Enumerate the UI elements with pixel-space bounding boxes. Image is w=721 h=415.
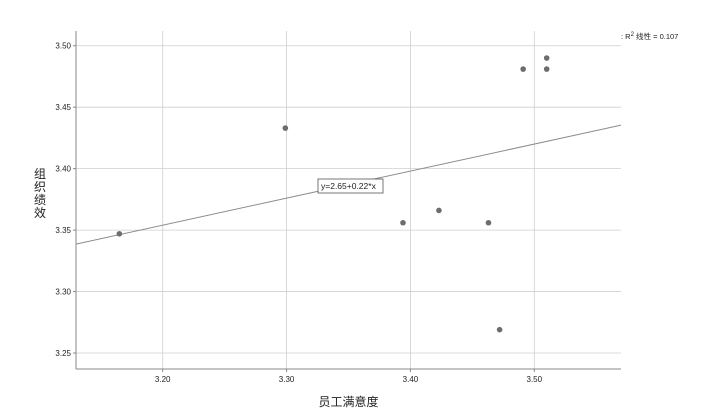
x-tick-label: 3.20 [155, 375, 171, 384]
data-point [400, 219, 406, 226]
x-tick-label: 3.30 [279, 375, 295, 384]
data-point [543, 66, 550, 72]
fit-line-equation: y=2.65+0.22*x [321, 181, 377, 191]
x-axis-title: 员工满意度 [318, 394, 378, 409]
y-tick-label: 3.45 [55, 103, 71, 112]
y-tick-label: 3.30 [55, 288, 71, 297]
y-tick-label: 3.35 [55, 226, 71, 235]
data-point [116, 231, 123, 237]
y-axis-title: 组织绩效 [34, 167, 46, 220]
axis-layer: 3.20 3.30 3.40 3.50 3.25 3.30 3.35 3.40 3.45 3.50 [55, 31, 621, 384]
data-point [543, 55, 550, 61]
fit-line-label: y=2.65+0.22*x [317, 178, 384, 194]
legend-label: : R2 线性 = 0.107 [621, 31, 678, 41]
grid-layer [76, 31, 621, 369]
data-point [496, 326, 503, 333]
data-point [436, 207, 442, 214]
fit-line-label-box [317, 178, 384, 194]
data-point [485, 219, 492, 226]
x-tick-label: 3.50 [527, 375, 543, 384]
y-tick-label: 3.40 [55, 165, 71, 174]
y-tick-label: 3.25 [55, 349, 71, 358]
labels-layer: 员工满意度 组织绩效 y=2.65+0.22*x [34, 167, 384, 409]
data-point [520, 66, 526, 72]
x-tick-label: 3.40 [403, 375, 419, 384]
data-points-layer [116, 55, 550, 333]
data-point [282, 125, 289, 131]
y-tick-label: 3.50 [55, 42, 71, 51]
legend: : R2 线性 = 0.107 [621, 31, 678, 41]
